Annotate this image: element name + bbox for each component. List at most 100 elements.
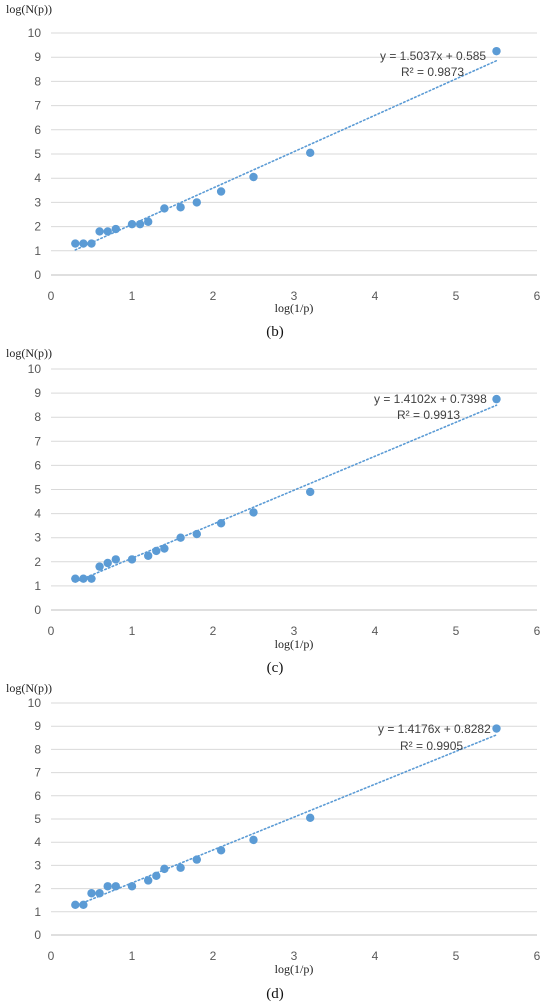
data-point bbox=[492, 46, 501, 56]
y-tick-label: 0 bbox=[34, 603, 41, 617]
data-point bbox=[95, 562, 104, 571]
y-tick-label: 7 bbox=[34, 99, 41, 113]
y-tick-label: 2 bbox=[34, 555, 41, 569]
x-tick-label: 4 bbox=[372, 624, 379, 638]
y-tick-label: 1 bbox=[34, 579, 41, 593]
x-tick-label: 1 bbox=[129, 289, 136, 303]
y-tick-label: 4 bbox=[34, 171, 41, 185]
x-tick-label: 2 bbox=[210, 289, 217, 303]
y-tick-label: 6 bbox=[34, 789, 41, 803]
y-tick-label: 7 bbox=[34, 766, 41, 780]
x-tick-label: 2 bbox=[210, 624, 217, 638]
x-tick-label: 3 bbox=[291, 624, 298, 638]
trendline-equation: y = 1.4176x + 0.8282 bbox=[378, 722, 491, 736]
data-point bbox=[71, 574, 80, 583]
data-point bbox=[192, 855, 201, 864]
data-point bbox=[71, 900, 80, 910]
y-tick-label: 8 bbox=[34, 410, 41, 424]
data-point bbox=[144, 217, 153, 226]
x-axis-title: log(1/p) bbox=[275, 962, 314, 976]
panel-label: (b) bbox=[266, 324, 284, 340]
y-tick-label: 4 bbox=[34, 835, 41, 849]
data-point bbox=[192, 198, 201, 207]
chart-svg-c: 0 1 2 3 4 5 6 7 8 9 10 0 1 2 3 4 5 6 log(N(p)) log(1/p) y = … bbox=[6, 346, 541, 676]
y-tick-label: 6 bbox=[34, 458, 41, 472]
data-point bbox=[87, 574, 96, 583]
y-tick-label: 1 bbox=[34, 905, 41, 919]
chart-svg-d: 0 1 2 3 4 5 6 7 8 9 10 0 1 2 3 4 5 6 log(N(p)) log(1/p) y = … bbox=[6, 681, 541, 1002]
x-tick-label: 6 bbox=[534, 949, 541, 963]
data-point bbox=[127, 882, 137, 891]
data-point bbox=[160, 864, 169, 874]
data-point bbox=[103, 227, 112, 236]
data-point bbox=[135, 219, 145, 229]
data-point bbox=[111, 882, 121, 891]
y-axis-title: log(N(p)) bbox=[6, 346, 52, 360]
data-point bbox=[306, 148, 315, 157]
data-point bbox=[127, 219, 137, 229]
y-tick-label: 4 bbox=[34, 507, 41, 521]
x-tick-label: 5 bbox=[453, 949, 460, 963]
data-point bbox=[176, 203, 185, 212]
data-point bbox=[216, 846, 226, 855]
trendline bbox=[74, 734, 498, 907]
data-point bbox=[152, 546, 161, 556]
data-point bbox=[306, 813, 315, 823]
chart-panel-c: 0 1 2 3 4 5 6 7 8 9 10 0 1 2 3 4 5 6 log(N(p)) log(1/p) y = … bbox=[0, 345, 550, 680]
y-tick-label: 2 bbox=[34, 220, 41, 234]
data-point bbox=[249, 508, 258, 517]
x-tick-label: 3 bbox=[291, 949, 298, 963]
data-point bbox=[111, 555, 121, 564]
x-tick-label: 6 bbox=[534, 289, 541, 303]
panel-label: (c) bbox=[267, 660, 284, 676]
y-tick-label: 0 bbox=[34, 268, 41, 282]
data-point bbox=[144, 876, 153, 885]
data-point bbox=[87, 239, 96, 248]
x-tick-label: 0 bbox=[48, 949, 55, 963]
x-tick-label: 0 bbox=[48, 289, 55, 303]
data-point bbox=[152, 871, 161, 881]
y-tick-label: 3 bbox=[34, 531, 41, 545]
trendline bbox=[74, 59, 498, 251]
trendline bbox=[74, 404, 498, 583]
data-point bbox=[176, 863, 185, 872]
r-squared-label: R² = 0.9873 bbox=[401, 65, 464, 79]
x-tick-label: 4 bbox=[372, 289, 379, 303]
data-point bbox=[492, 724, 501, 733]
trendline-equation: y = 1.5037x + 0.585 bbox=[380, 49, 486, 63]
x-axis-title: log(1/p) bbox=[275, 637, 314, 651]
y-axis-title: log(N(p)) bbox=[6, 681, 52, 695]
data-point bbox=[79, 574, 88, 583]
chart-panel-d: 0 1 2 3 4 5 6 7 8 9 10 0 1 2 3 4 5 6 log(N(p)) log(1/p) y = … bbox=[0, 680, 550, 1005]
x-tick-label: 0 bbox=[48, 624, 55, 638]
r-squared-label: R² = 0.9913 bbox=[397, 408, 460, 422]
y-axis-title: log(N(p)) bbox=[6, 2, 52, 16]
data-point bbox=[249, 172, 258, 182]
data-point bbox=[103, 882, 112, 891]
x-tick-label: 5 bbox=[453, 289, 460, 303]
y-tick-label: 9 bbox=[34, 50, 41, 64]
y-tick-label: 2 bbox=[34, 882, 41, 896]
y-tick-label: 8 bbox=[34, 742, 41, 756]
r-squared-label: R² = 0.9905 bbox=[400, 739, 463, 753]
x-tick-label: 1 bbox=[129, 624, 136, 638]
data-point bbox=[95, 889, 104, 898]
y-tick-label: 3 bbox=[34, 858, 41, 872]
x-tick-label: 1 bbox=[129, 949, 136, 963]
y-tick-label: 3 bbox=[34, 195, 41, 209]
data-point bbox=[103, 558, 112, 568]
data-point bbox=[95, 227, 104, 236]
y-tick-label: 10 bbox=[28, 696, 42, 710]
data-point bbox=[160, 204, 169, 213]
data-point bbox=[71, 239, 80, 248]
y-tick-label: 1 bbox=[34, 244, 41, 258]
chart-svg-b: 0 1 2 3 4 5 6 7 8 9 10 0 1 2 3 4 5 6 log(N(p)) log(1/p) y = … bbox=[6, 2, 541, 340]
y-tick-label: 10 bbox=[28, 362, 42, 376]
data-point bbox=[87, 889, 96, 898]
y-tick-label: 5 bbox=[34, 147, 41, 161]
data-point bbox=[216, 519, 226, 528]
y-tick-label: 10 bbox=[28, 26, 42, 40]
y-tick-label: 7 bbox=[34, 434, 41, 448]
data-point bbox=[192, 529, 201, 539]
data-point bbox=[176, 533, 185, 542]
